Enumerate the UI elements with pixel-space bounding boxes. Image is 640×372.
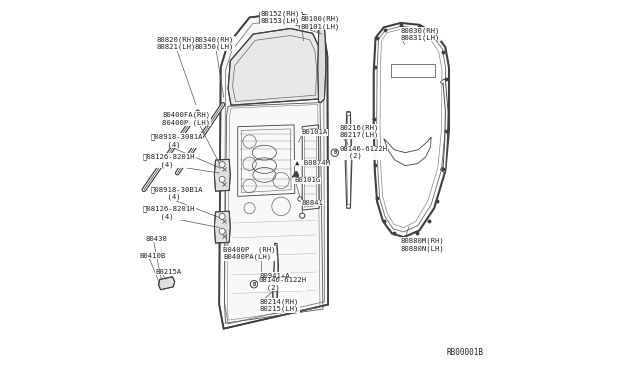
Text: B0410B: B0410B	[139, 253, 165, 259]
Polygon shape	[159, 277, 175, 290]
Text: Ⓑ08126-8201H
    (4): Ⓑ08126-8201H (4)	[143, 154, 195, 168]
Text: 80880M(RH)
80880N(LH): 80880M(RH) 80880N(LH)	[401, 238, 445, 251]
Text: 80340(RH)
80350(LH): 80340(RH) 80350(LH)	[195, 36, 234, 50]
Text: Ⓝ08918-30B1A
    (4): Ⓝ08918-30B1A (4)	[150, 186, 203, 201]
FancyBboxPatch shape	[259, 12, 302, 23]
Text: 80941+A: 80941+A	[260, 273, 291, 279]
Text: 80152(RH)
80153(LH): 80152(RH) 80153(LH)	[260, 10, 300, 25]
Polygon shape	[219, 13, 328, 329]
Text: 80216(RH)
80217(LH): 80216(RH) 80217(LH)	[339, 124, 379, 138]
Text: Ⓝ08918-3081A
    (4): Ⓝ08918-3081A (4)	[150, 134, 203, 148]
Text: 80100(RH)
80101(LH): 80100(RH) 80101(LH)	[301, 16, 340, 30]
FancyBboxPatch shape	[300, 18, 340, 29]
Text: 80100(RH)
80101(LH): 80100(RH) 80101(LH)	[301, 16, 340, 30]
Text: 80430: 80430	[145, 235, 167, 242]
Text: B: B	[252, 282, 255, 287]
Text: B: B	[333, 150, 337, 155]
Circle shape	[219, 228, 225, 234]
Circle shape	[219, 161, 225, 167]
Polygon shape	[214, 211, 230, 243]
Text: B0101G: B0101G	[295, 177, 321, 183]
Polygon shape	[214, 159, 230, 191]
Text: 08146-6122H
  (2): 08146-6122H (2)	[340, 146, 388, 159]
Polygon shape	[318, 16, 326, 103]
Text: B0101A: B0101A	[301, 129, 328, 135]
Circle shape	[219, 214, 225, 219]
Polygon shape	[228, 29, 321, 105]
Text: 80820(RH)
80821(LH): 80820(RH) 80821(LH)	[157, 36, 196, 50]
Text: 08146-6122H
  (2): 08146-6122H (2)	[259, 278, 307, 291]
Text: 80841: 80841	[301, 200, 323, 206]
Text: 80400FA(RH)
80400P (LH): 80400FA(RH) 80400P (LH)	[163, 112, 211, 125]
Text: ▲ B0874M: ▲ B0874M	[295, 160, 330, 166]
Text: 80830(RH)
80831(LH): 80830(RH) 80831(LH)	[401, 27, 440, 41]
Text: RB00001B: RB00001B	[446, 348, 483, 357]
Text: 80152(RH)
80153(LH): 80152(RH) 80153(LH)	[260, 10, 300, 25]
Text: B0215A: B0215A	[155, 269, 181, 275]
Text: 80214(RH)
80215(LH): 80214(RH) 80215(LH)	[260, 298, 300, 312]
Text: B0400P  (RH)
B0400PA(LH): B0400P (RH) B0400PA(LH)	[223, 247, 275, 260]
Circle shape	[219, 176, 225, 182]
Text: Ⓑ08126-8201H
    (4): Ⓑ08126-8201H (4)	[143, 206, 195, 220]
